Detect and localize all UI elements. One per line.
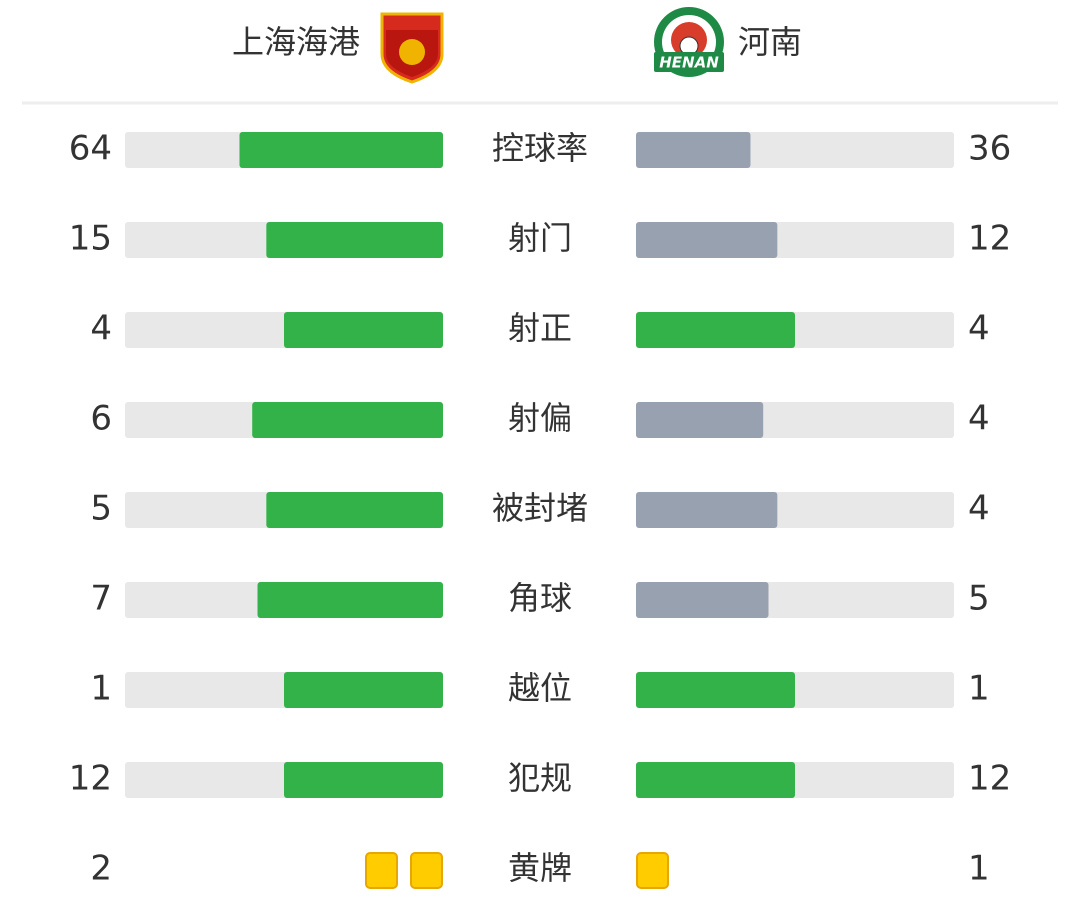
stat-label: 射正 bbox=[508, 309, 572, 347]
home-bar bbox=[284, 762, 443, 798]
away-value: 36 bbox=[968, 129, 1011, 169]
stat-label: 越位 bbox=[508, 669, 572, 707]
home-bar bbox=[257, 582, 443, 618]
stat-label: 犯规 bbox=[508, 759, 572, 797]
stat-label: 控球率 bbox=[492, 129, 588, 167]
home-value: 7 bbox=[90, 579, 112, 619]
home-logo bbox=[380, 12, 444, 84]
away-value: 4 bbox=[968, 399, 990, 439]
home-value: 1 bbox=[90, 669, 112, 709]
away-bar bbox=[636, 312, 795, 348]
away-logo-text: HENAN bbox=[659, 54, 719, 72]
stat-label: 角球 bbox=[508, 579, 572, 617]
away-team-name: 河南 bbox=[738, 23, 802, 61]
stat-label: 黄牌 bbox=[508, 849, 572, 887]
home-bar bbox=[266, 492, 443, 528]
home-value: 15 bbox=[69, 219, 112, 259]
stat-label: 被封堵 bbox=[492, 489, 588, 527]
home-team-name: 上海海港 bbox=[232, 23, 360, 61]
home-value: 4 bbox=[90, 309, 112, 349]
home-value: 12 bbox=[69, 759, 112, 799]
home-bar bbox=[266, 222, 443, 258]
home-bar bbox=[252, 402, 443, 438]
away-value: 1 bbox=[968, 849, 990, 889]
yellow-card bbox=[365, 852, 398, 889]
away-bar bbox=[636, 582, 769, 618]
home-value: 6 bbox=[90, 399, 112, 439]
home-value: 64 bbox=[69, 129, 112, 169]
yellow-card bbox=[410, 852, 443, 889]
yellow-card bbox=[636, 852, 669, 889]
away-bar bbox=[636, 762, 795, 798]
away-bar bbox=[636, 132, 751, 168]
away-value: 4 bbox=[968, 489, 990, 529]
home-bar bbox=[284, 312, 443, 348]
away-logo: HENAN bbox=[654, 7, 724, 77]
away-value: 5 bbox=[968, 579, 990, 619]
away-value: 1 bbox=[968, 669, 990, 709]
away-bar bbox=[636, 492, 778, 528]
stat-label: 射偏 bbox=[508, 399, 572, 437]
away-value: 12 bbox=[968, 219, 1011, 259]
home-value: 2 bbox=[90, 849, 112, 889]
home-bar bbox=[239, 132, 443, 168]
away-value: 4 bbox=[968, 309, 990, 349]
home-value: 5 bbox=[90, 489, 112, 529]
stat-label: 射门 bbox=[508, 219, 572, 257]
home-bar bbox=[284, 672, 443, 708]
away-value: 12 bbox=[968, 759, 1011, 799]
away-bar bbox=[636, 222, 778, 258]
away-bar bbox=[636, 402, 764, 438]
away-bar bbox=[636, 672, 795, 708]
